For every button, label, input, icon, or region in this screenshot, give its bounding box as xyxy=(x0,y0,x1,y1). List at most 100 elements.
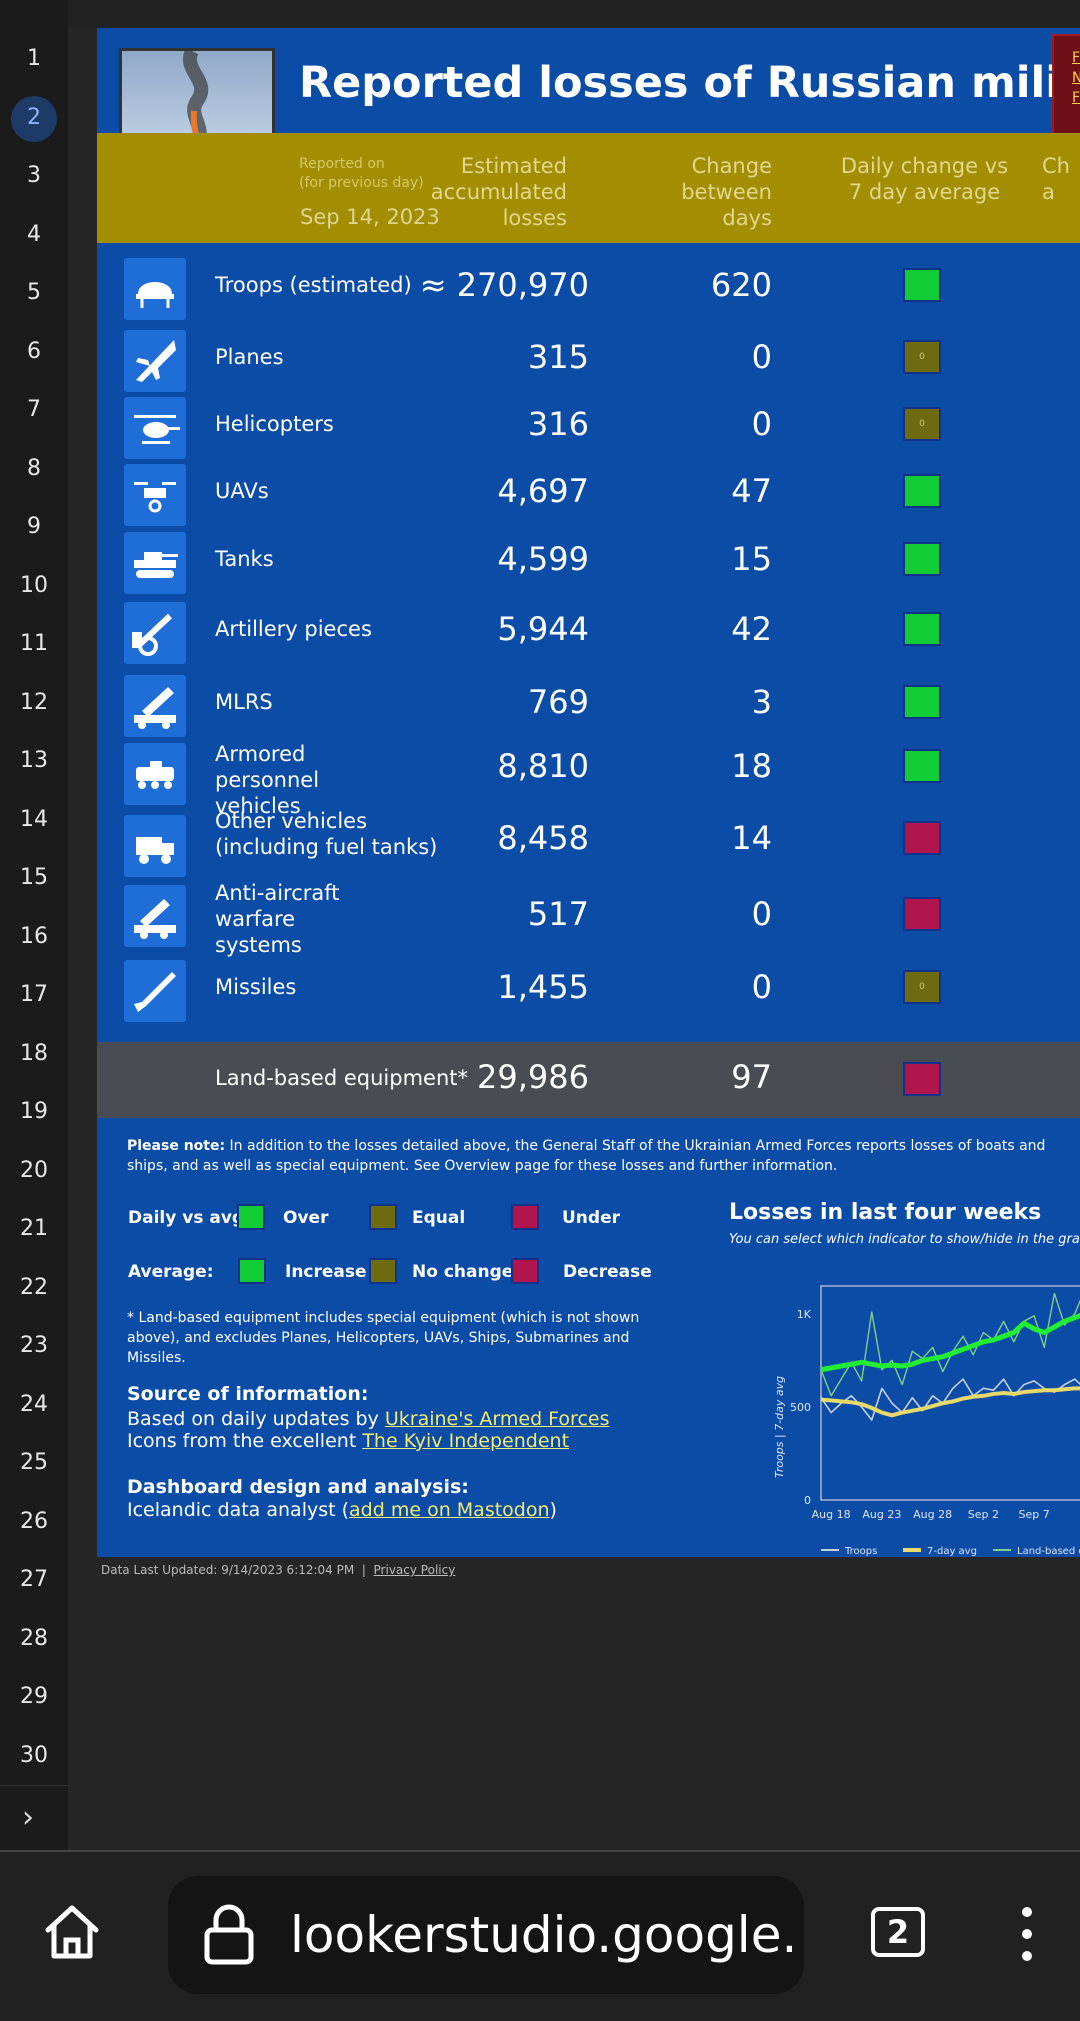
chart-title: Losses in last four weeks xyxy=(729,1200,1042,1225)
row-total: 4,599 xyxy=(497,540,589,578)
legend-decrease-label: Decrease xyxy=(563,1262,652,1282)
status-square xyxy=(903,821,941,855)
y-tick-label: 500 xyxy=(790,1401,811,1414)
row-change: 18 xyxy=(731,747,772,785)
row-number[interactable]: 8 xyxy=(27,455,41,481)
row-number[interactable]: 28 xyxy=(20,1625,48,1651)
armed-forces-link[interactable]: Ukraine's Armed Forces xyxy=(384,1408,610,1430)
row-total: 315 xyxy=(527,338,589,376)
chevron-right-icon[interactable]: › xyxy=(22,1800,34,1835)
kyiv-independent-link[interactable]: The Kyiv Independent xyxy=(362,1430,570,1452)
legend-label: Troops xyxy=(844,1546,877,1556)
home-icon[interactable] xyxy=(40,1900,104,1968)
row-change: 14 xyxy=(731,819,772,857)
row-number[interactable]: 21 xyxy=(20,1216,48,1241)
row-number[interactable]: 7 xyxy=(27,397,41,422)
row-number[interactable]: 24 xyxy=(20,1391,48,1417)
url-text[interactable]: lookerstudio.google.com xyxy=(290,1906,800,1964)
row-number[interactable]: 30 xyxy=(20,1742,48,1768)
row-number[interactable]: 9 xyxy=(27,514,41,539)
row-label: Anti-aircraft warfare systems xyxy=(215,881,340,957)
apc-icon xyxy=(124,743,186,805)
row-label: MLRS xyxy=(215,690,273,714)
y-tick-label: 1K xyxy=(797,1308,812,1321)
address-bar[interactable] xyxy=(168,1876,804,1994)
row-number[interactable]: 2 xyxy=(27,104,41,130)
source-line-2: Icons from the excellent The Kyiv Indepe… xyxy=(127,1430,570,1452)
land-footnote: * Land-based equipment includes special … xyxy=(127,1310,640,1366)
legend-equal-swatch xyxy=(369,1204,397,1230)
land-change: 97 xyxy=(731,1058,772,1096)
row-number[interactable]: 4 xyxy=(27,221,41,247)
row-label: Missiles xyxy=(215,975,297,999)
legend-under-label: Under xyxy=(562,1208,620,1228)
row-change: 15 xyxy=(731,540,772,578)
artillery-icon xyxy=(124,602,186,664)
status-square xyxy=(903,268,941,302)
row-number[interactable]: 22 xyxy=(20,1274,48,1300)
browser-toolbar: lookerstudio.google.com 2 xyxy=(0,1850,1080,2021)
row-number[interactable]: 23 xyxy=(20,1333,48,1358)
privacy-policy-link[interactable]: Privacy Policy xyxy=(373,1563,456,1577)
active-row-highlight xyxy=(11,96,57,142)
col-daily-header: Daily change vs 7 day average xyxy=(840,154,1009,204)
row-number[interactable]: 20 xyxy=(20,1157,48,1183)
row-change: 47 xyxy=(731,472,772,510)
row-total: 4,697 xyxy=(497,472,589,510)
row-number[interactable]: 15 xyxy=(20,865,48,890)
land-status-square xyxy=(903,1062,941,1096)
row-change: 0 xyxy=(751,895,772,933)
corner-filter-box[interactable]: F N F xyxy=(1052,34,1080,148)
row-number[interactable]: 29 xyxy=(20,1684,48,1709)
row-number[interactable]: 17 xyxy=(20,982,48,1007)
row-total: ≈ 270,970 xyxy=(419,266,589,304)
drone-icon xyxy=(124,464,186,526)
col-change-header: Change between days xyxy=(681,154,772,230)
status-square xyxy=(903,897,941,931)
mastodon-link[interactable]: add me on Mastodon xyxy=(349,1499,550,1521)
row-number[interactable]: 14 xyxy=(20,806,48,832)
legend-over-label: Over xyxy=(283,1208,329,1228)
row-number[interactable]: 12 xyxy=(20,689,48,715)
row-number[interactable]: 18 xyxy=(20,1040,48,1066)
row-change: 0 xyxy=(751,338,772,376)
row-number[interactable]: 16 xyxy=(20,923,48,949)
anti-aircraft-icon xyxy=(124,885,186,947)
row-number[interactable]: 27 xyxy=(20,1567,48,1592)
chart-subtitle: You can select which indicator to show/h… xyxy=(729,1232,1080,1247)
source-heading: Source of information: xyxy=(127,1383,369,1405)
legend-decrease-swatch xyxy=(511,1258,539,1284)
corner-text[interactable]: F N F xyxy=(1072,50,1080,106)
tank-icon xyxy=(124,532,186,594)
row-number[interactable]: 11 xyxy=(20,631,48,656)
legend-label: 7-day avg xyxy=(927,1546,977,1556)
legend-average-label: Average: xyxy=(128,1262,214,1282)
plane-icon xyxy=(124,330,186,392)
row-number[interactable]: 19 xyxy=(20,1099,48,1124)
legend-equal-label: Equal xyxy=(412,1208,466,1228)
row-number[interactable]: 26 xyxy=(20,1508,48,1534)
col-cut-header: Ch a xyxy=(1042,154,1070,204)
row-number[interactable]: 5 xyxy=(27,280,41,305)
row-number[interactable]: 6 xyxy=(27,338,41,364)
x-tick-label: Aug 18 xyxy=(812,1508,851,1521)
row-number[interactable]: 13 xyxy=(20,748,48,773)
top-strip xyxy=(68,0,1080,28)
row-total: 316 xyxy=(527,405,589,443)
row-number[interactable]: 3 xyxy=(27,163,41,188)
x-tick-label: Sep 2 xyxy=(968,1508,999,1521)
mlrs-icon xyxy=(124,675,186,737)
row-number[interactable]: 1 xyxy=(27,46,41,71)
tab-switcher-button[interactable]: 2 xyxy=(871,1907,925,1957)
row-change: 3 xyxy=(751,683,772,721)
status-square xyxy=(903,685,941,719)
row-number[interactable]: 25 xyxy=(20,1450,48,1475)
lock-icon[interactable] xyxy=(202,1902,256,1970)
more-vertical-icon[interactable] xyxy=(1016,1902,1038,1970)
legend-increase-label: Increase xyxy=(285,1262,367,1282)
gutter-divider xyxy=(0,1785,68,1786)
status-square: 0 xyxy=(903,340,941,374)
losses-line-chart[interactable]: 0 500 1K Troops | 7-day avg Aug 18 Aug 23 Aug … xyxy=(672,1256,1080,1556)
row-number[interactable]: 10 xyxy=(20,572,48,598)
row-label: Tanks xyxy=(215,547,274,571)
